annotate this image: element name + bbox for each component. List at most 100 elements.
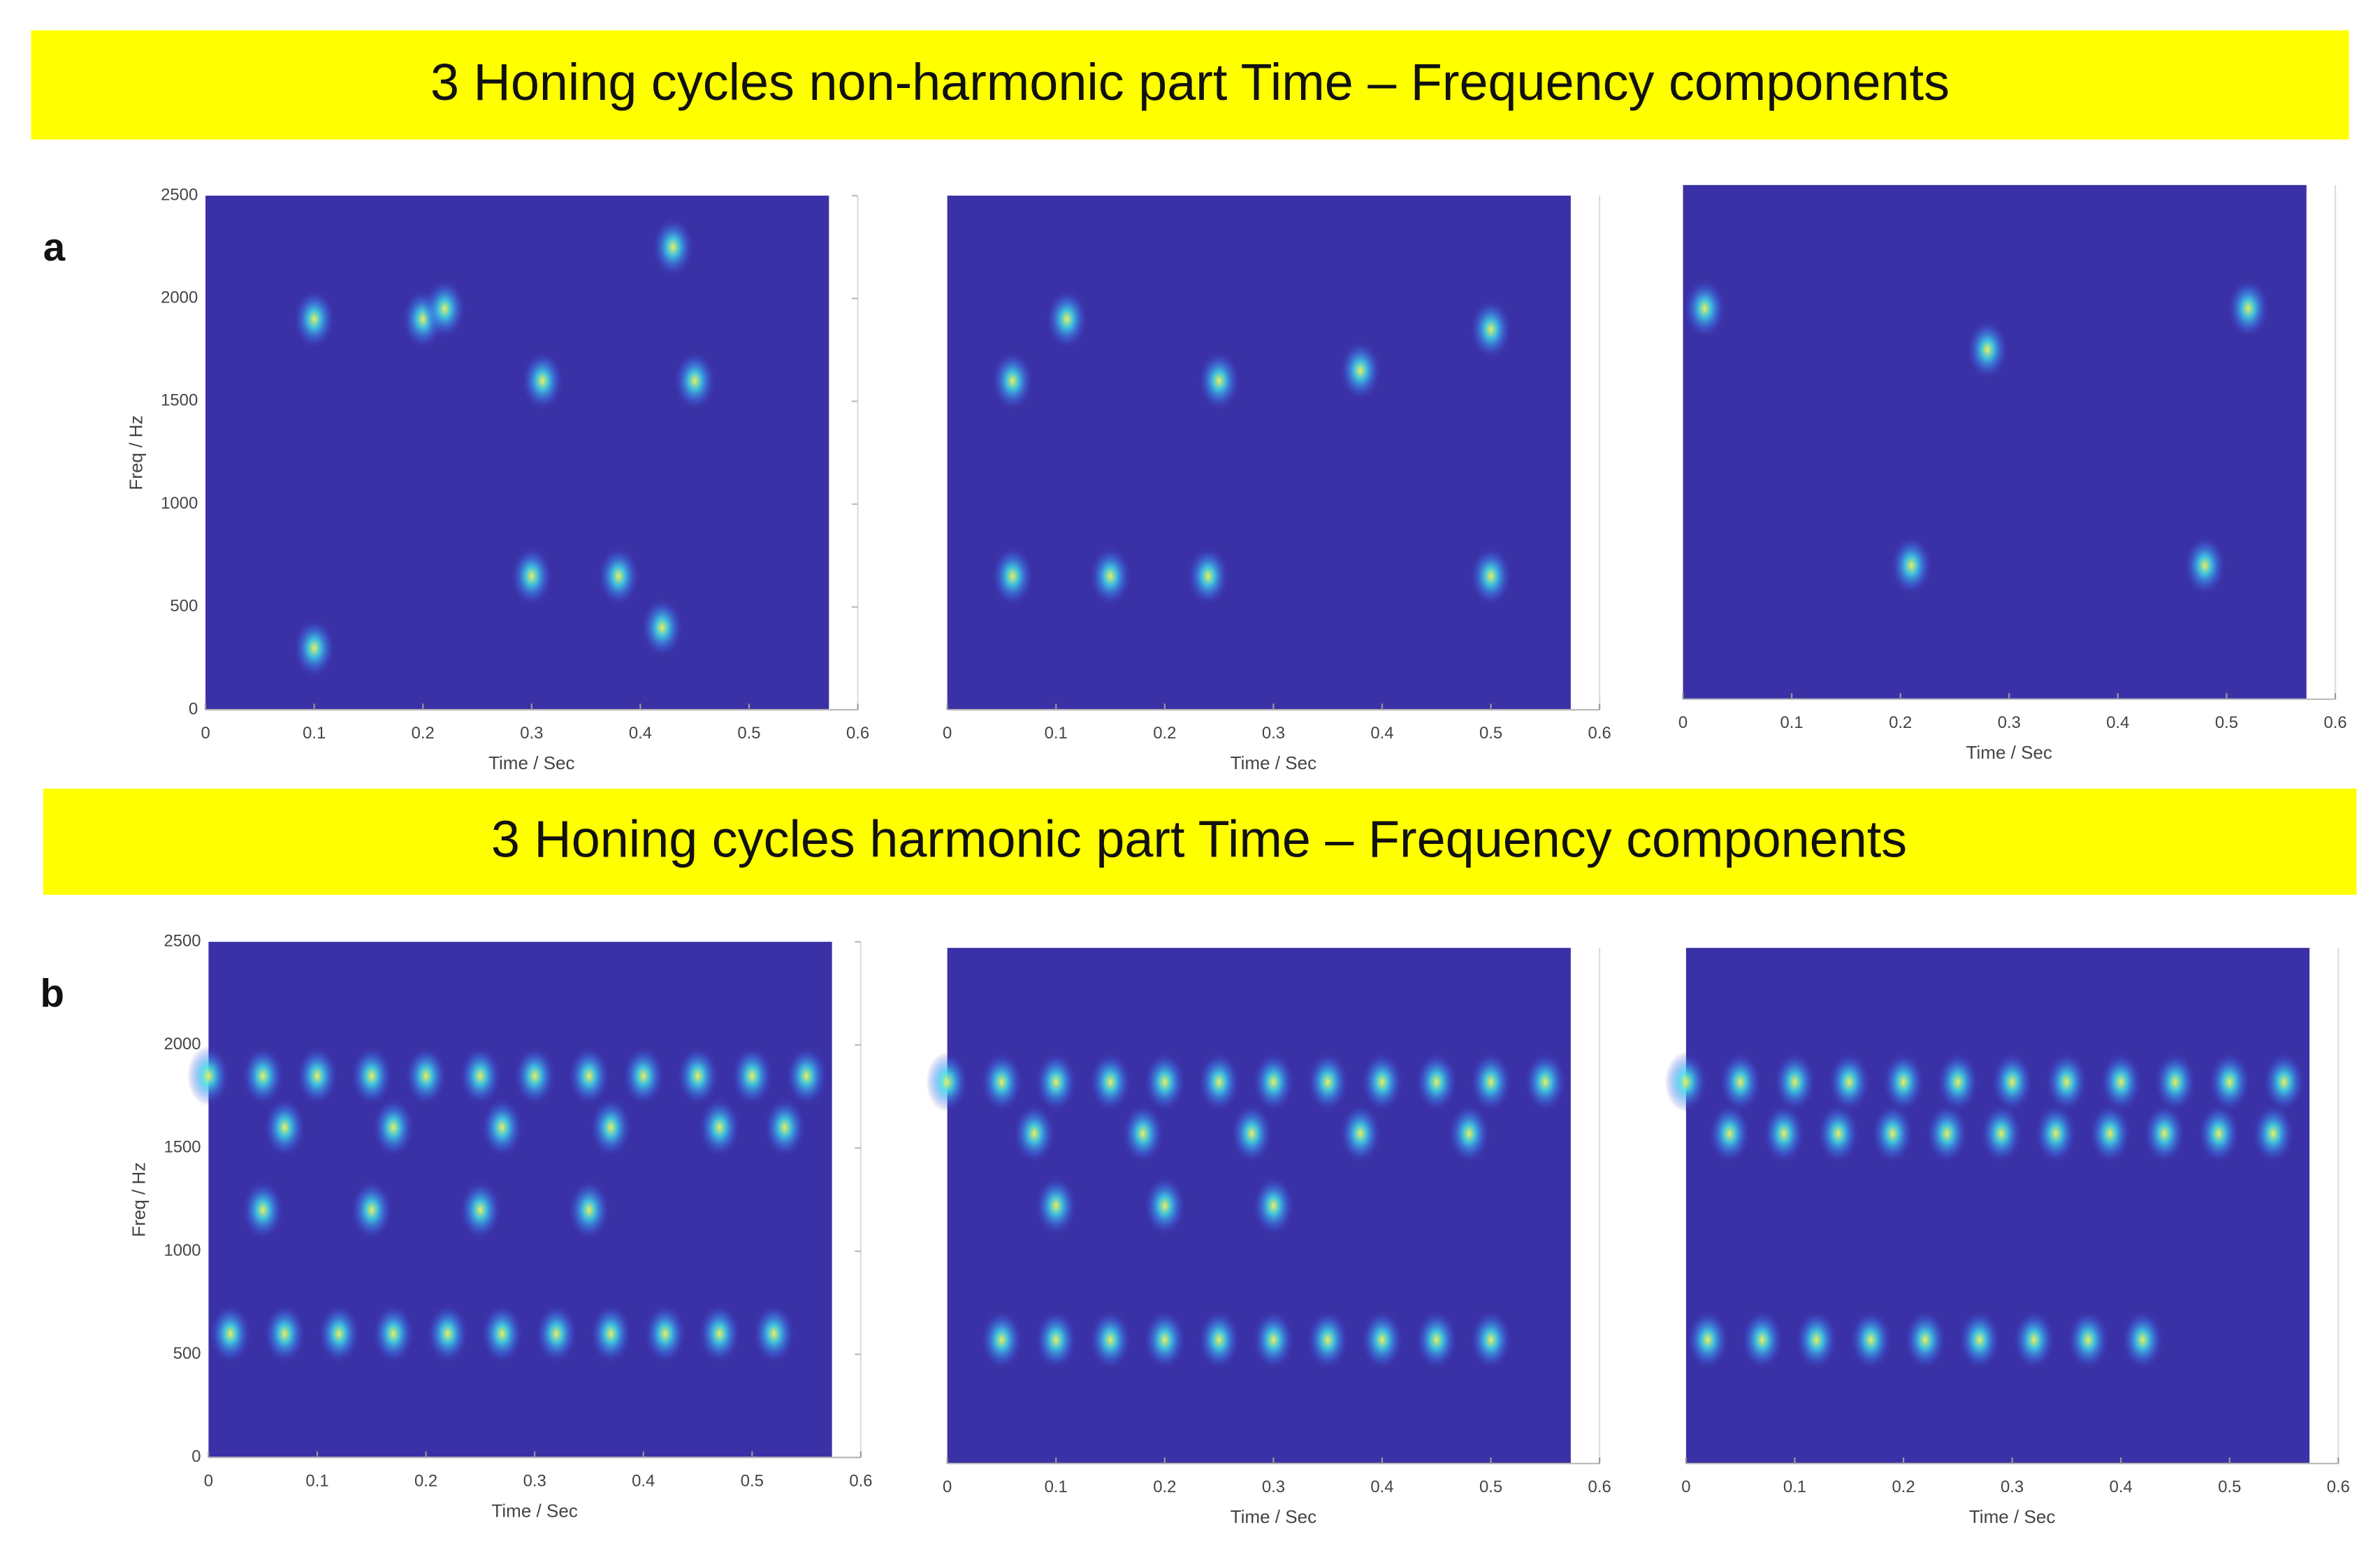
energy-peak: [458, 1179, 502, 1241]
spectrogram-background: [1685, 947, 2310, 1464]
energy-peak: [1719, 1051, 1762, 1113]
energy-peak: [372, 1303, 415, 1364]
energy-peak: [1448, 1103, 1490, 1164]
energy-peak: [1523, 1051, 1567, 1113]
energy-peak: [1360, 1309, 1404, 1371]
y-tick-label: 500: [170, 597, 198, 615]
energy-peak: [1187, 546, 1230, 607]
banner: [43, 788, 2357, 895]
y-tick-label: 500: [173, 1344, 201, 1363]
energy-peak: [293, 618, 336, 679]
energy-peak: [1143, 1051, 1187, 1113]
energy-peak: [1034, 1309, 1077, 1371]
energy-peak: [1306, 1309, 1349, 1371]
energy-peak: [676, 1045, 719, 1107]
x-tick-label: 0.2: [414, 1471, 437, 1490]
energy-peak: [1034, 1175, 1077, 1237]
y-axis-label: Freq / Hz: [129, 1162, 150, 1237]
x-tick-label: 0.2: [1153, 1478, 1176, 1496]
x-tick-label: 0.5: [737, 724, 760, 743]
y-tick-label: 1000: [164, 1241, 201, 1260]
y-tick-label: 0: [191, 1448, 201, 1466]
energy-peak: [1089, 546, 1132, 607]
x-tick-label: 0.1: [305, 1471, 328, 1490]
energy-peak: [1089, 1051, 1132, 1113]
x-tick-label: 0.3: [1998, 713, 2021, 732]
energy-peak: [1013, 1103, 1056, 1164]
energy-peak: [317, 1303, 361, 1364]
x-tick-label: 0.1: [303, 724, 326, 743]
energy-peak: [481, 1097, 523, 1158]
energy-peak: [481, 1303, 523, 1364]
energy-peak: [2251, 1103, 2295, 1164]
x-tick-label: 0.1: [1783, 1478, 1806, 1496]
energy-peak: [2183, 535, 2226, 596]
energy-peak: [2099, 1051, 2142, 1113]
x-tick-label: 0: [943, 724, 952, 743]
energy-peak: [241, 1179, 284, 1241]
x-tick-label: 0.4: [2110, 1478, 2133, 1496]
energy-peak: [763, 1097, 806, 1158]
energy-peak: [991, 546, 1034, 607]
energy-peak: [1415, 1051, 1458, 1113]
x-axis-label: Time / Sec: [1231, 1506, 1317, 1527]
energy-peak: [350, 1179, 393, 1241]
energy-peak: [2089, 1103, 2132, 1164]
energy-peak: [1683, 278, 1727, 339]
energy-peak: [698, 1097, 741, 1158]
panel-label: b: [40, 971, 64, 1015]
energy-peak: [1470, 1051, 1512, 1113]
x-tick-label: 0.2: [412, 724, 435, 743]
y-tick-label: 0: [189, 699, 198, 718]
energy-peak: [1252, 1051, 1295, 1113]
energy-peak: [293, 289, 336, 350]
energy-peak: [1089, 1309, 1132, 1371]
energy-peak: [405, 1045, 447, 1107]
x-tick-label: 0.6: [2323, 713, 2346, 732]
energy-peak: [1980, 1103, 2023, 1164]
x-axis-label: Time / Sec: [488, 752, 575, 773]
x-tick-label: 0.2: [1892, 1478, 1915, 1496]
energy-peak: [510, 546, 553, 607]
x-tick-label: 0.5: [1479, 724, 1502, 743]
energy-peak: [1849, 1309, 1892, 1371]
x-axis-label: Time / Sec: [1231, 752, 1317, 773]
energy-peak: [1306, 1051, 1349, 1113]
y-tick-label: 2500: [161, 185, 198, 204]
energy-peak: [1871, 1103, 1914, 1164]
energy-peak: [1741, 1309, 1784, 1371]
x-tick-label: 0: [943, 1478, 952, 1496]
energy-peak: [1339, 340, 1382, 401]
energy-peak: [651, 217, 695, 278]
energy-peak: [1415, 1309, 1458, 1371]
energy-peak: [926, 1051, 969, 1113]
energy-peak: [1817, 1103, 1860, 1164]
energy-peak: [1773, 1051, 1816, 1113]
energy-peak: [2197, 1103, 2240, 1164]
spectrogram-background: [947, 196, 1571, 710]
x-tick-label: 0.5: [2215, 713, 2238, 732]
energy-peak: [589, 1303, 632, 1364]
x-tick-label: 0.2: [1889, 713, 1912, 732]
energy-peak: [521, 350, 564, 411]
energy-peak: [1708, 1103, 1751, 1164]
banner-text: 3 Honing cycles non-harmonic part Time –…: [430, 53, 1950, 111]
y-tick-label: 2000: [164, 1035, 201, 1053]
energy-peak: [2034, 1103, 2077, 1164]
x-tick-label: 0.6: [846, 724, 869, 743]
energy-peak: [2012, 1309, 2056, 1371]
energy-peak: [513, 1045, 556, 1107]
energy-peak: [1925, 1103, 1968, 1164]
x-tick-label: 0.4: [632, 1471, 655, 1490]
x-tick-label: 0: [1678, 713, 1688, 732]
energy-peak: [1252, 1309, 1295, 1371]
x-tick-label: 0.6: [2327, 1478, 2350, 1496]
x-tick-label: 0.3: [1262, 1478, 1285, 1496]
energy-peak: [2263, 1051, 2305, 1113]
energy-peak: [1045, 289, 1089, 350]
energy-peak: [1470, 546, 1512, 607]
energy-peak: [241, 1045, 284, 1107]
x-tick-label: 0.3: [2001, 1478, 2024, 1496]
